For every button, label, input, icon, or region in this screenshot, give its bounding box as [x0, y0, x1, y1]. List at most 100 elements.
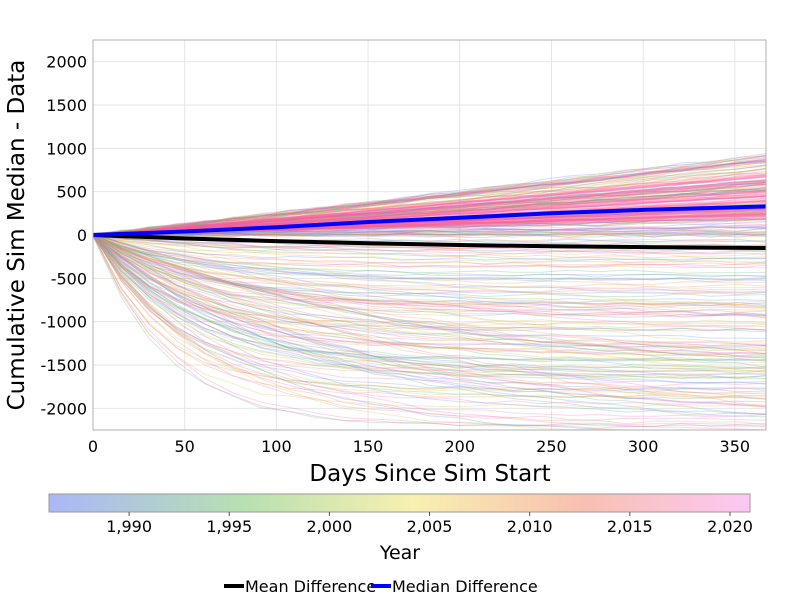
sim-trace [93, 234, 766, 345]
sim-trace [93, 155, 766, 235]
sim-trace [93, 233, 766, 278]
sim-trace [93, 233, 766, 305]
sim-trace [93, 154, 766, 235]
sim-trace [93, 234, 766, 362]
sim-trace [93, 226, 766, 237]
sim-trace [93, 233, 766, 344]
sim-trace [93, 236, 766, 357]
sim-trace [93, 164, 766, 235]
sim-trace [93, 235, 766, 371]
grid [92, 40, 766, 430]
sim-trace [93, 234, 766, 307]
sim-trace [93, 232, 766, 237]
sim-trace [93, 231, 766, 237]
sim-trace [93, 234, 766, 406]
colorbar-tick-label: 2,020 [707, 517, 753, 536]
sim-trace [93, 235, 766, 355]
sim-trace [93, 233, 766, 399]
x-tick-label: 300 [628, 437, 659, 456]
y-tick-label: -1000 [41, 313, 88, 332]
sim-trace [93, 189, 766, 237]
x-axis-ticks: 0 50 100 150 200 250 300 350 [88, 437, 750, 456]
sim-trace [93, 174, 766, 236]
sim-trace [93, 233, 766, 238]
sim-trace [93, 160, 766, 236]
sim-trace [93, 169, 766, 235]
y-axis-ticks: -2000 -1500 -1000 -500 0 500 1000 1500 2000 [41, 53, 88, 419]
sim-trace [93, 235, 766, 318]
sim-trace [93, 168, 766, 236]
legend-label-1: Median Difference [392, 577, 538, 596]
sim-trace [93, 176, 766, 236]
sim-trace [93, 236, 766, 347]
sim-trace [93, 234, 763, 430]
sim-trace [93, 233, 766, 317]
sim-trace [93, 189, 766, 237]
x-tick-label: 100 [261, 437, 292, 456]
sim-trace [93, 218, 766, 236]
sim-trace [93, 173, 766, 235]
sim-trace [93, 162, 766, 237]
sim-trace [93, 233, 766, 238]
sim-trace [93, 234, 766, 355]
sim-trace [93, 182, 766, 236]
sim-trace [93, 236, 766, 333]
sim-trace [93, 235, 766, 274]
sim-trace [93, 190, 766, 236]
sim-trace [93, 233, 766, 385]
sim-trace [93, 235, 766, 415]
sim-trace [93, 233, 766, 426]
colorbar-tick-label: 1,995 [206, 517, 252, 536]
sim-trace [93, 178, 766, 236]
sim-trace [93, 234, 766, 283]
sim-trace [93, 233, 766, 358]
sim-trace [93, 233, 766, 308]
sim-trace [93, 233, 766, 295]
sim-trace [93, 236, 766, 364]
sim-trace [93, 172, 766, 236]
sim-trace [93, 186, 766, 237]
sim-trace [93, 233, 766, 370]
y-tick-label: 0 [77, 226, 87, 245]
sim-trace [93, 233, 766, 370]
sim-trace [93, 189, 766, 237]
sim-trace [93, 165, 766, 237]
x-tick-label: 0 [88, 437, 98, 456]
sim-trace [93, 183, 766, 235]
y-tick-label: 2000 [46, 53, 87, 72]
series-line-0 [93, 233, 766, 250]
sim-trace [93, 233, 766, 375]
sim-trace [93, 180, 766, 234]
sim-trace [93, 236, 766, 395]
sim-trace [93, 234, 766, 262]
sim-trace [93, 234, 766, 255]
sim-trace [93, 235, 766, 307]
sim-trace [93, 235, 766, 391]
sim-trace [93, 231, 766, 237]
sim-trace [93, 224, 766, 238]
sim-trace [93, 236, 766, 339]
colorbar-tick-label: 2,015 [607, 517, 653, 536]
sim-trace [93, 233, 766, 387]
sim-trace [93, 217, 766, 235]
sim-trace [93, 236, 766, 351]
sim-trace [93, 234, 766, 408]
sim-trace [93, 233, 766, 348]
x-tick-label: 350 [720, 437, 751, 456]
sim-trace [93, 235, 766, 288]
y-tick-label: 500 [56, 183, 87, 202]
sim-trace [93, 233, 766, 293]
sim-trace [93, 234, 766, 254]
sim-trace [93, 235, 766, 400]
sim-trace [93, 235, 766, 265]
sim-trace [93, 235, 766, 418]
sim-trace [93, 188, 766, 238]
sim-trace [93, 228, 766, 236]
legend: Mean Difference Median Difference [224, 577, 538, 596]
sim-trace [93, 233, 766, 429]
sim-trace [93, 188, 766, 234]
sim-trace [93, 164, 766, 235]
sim-trace [93, 154, 766, 236]
legend-label-0: Mean Difference [245, 577, 376, 596]
sim-trace [93, 235, 766, 416]
